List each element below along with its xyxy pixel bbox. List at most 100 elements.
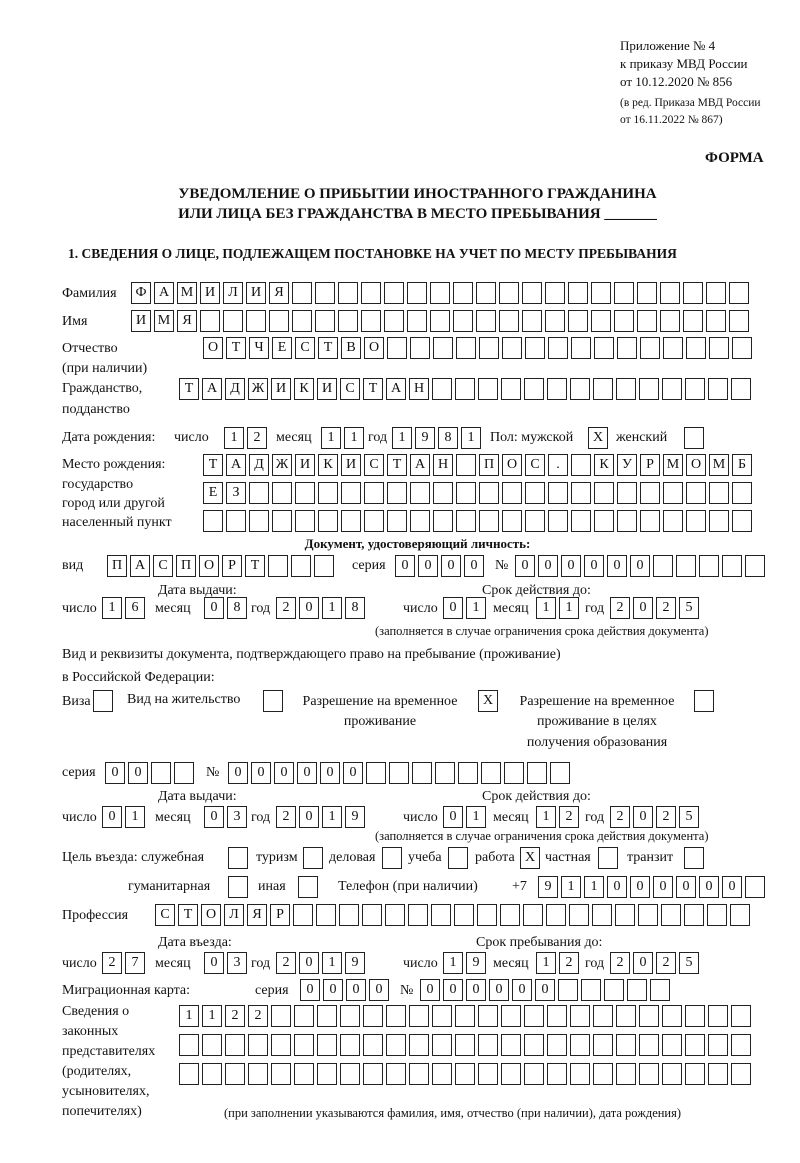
char-cell[interactable] <box>432 1063 452 1085</box>
char-cell[interactable] <box>501 1005 521 1027</box>
char-cell[interactable] <box>615 904 635 926</box>
char-cell[interactable] <box>591 310 611 332</box>
char-cell[interactable]: И <box>200 282 220 304</box>
char-cell[interactable] <box>409 1005 429 1027</box>
char-cell[interactable] <box>525 510 545 532</box>
char-cell[interactable]: 0 <box>538 555 558 577</box>
char-cell[interactable] <box>571 510 591 532</box>
char-cell[interactable] <box>315 310 335 332</box>
purpose-private-checkbox[interactable] <box>598 847 621 869</box>
char-cell[interactable] <box>453 310 473 332</box>
char-cell[interactable] <box>570 1063 590 1085</box>
char-cell[interactable] <box>363 1034 383 1056</box>
char-cell[interactable] <box>453 282 473 304</box>
char-cell[interactable] <box>501 1063 521 1085</box>
char-cell[interactable] <box>387 510 407 532</box>
char-cell[interactable] <box>699 555 719 577</box>
char-cell[interactable]: Я <box>269 282 289 304</box>
char-cell[interactable] <box>547 378 567 400</box>
char-cell[interactable]: 0 <box>299 952 319 974</box>
char-cell[interactable] <box>524 1063 544 1085</box>
char-cell[interactable] <box>93 690 113 712</box>
char-cell[interactable]: 6 <box>125 597 145 619</box>
char-cell[interactable]: 1 <box>536 597 556 619</box>
char-cell[interactable] <box>661 904 681 926</box>
char-cell[interactable]: 9 <box>345 952 365 974</box>
char-cell[interactable] <box>525 482 545 504</box>
char-cell[interactable] <box>432 1005 452 1027</box>
char-cell[interactable]: М <box>177 282 197 304</box>
char-cell[interactable] <box>410 510 430 532</box>
char-cell[interactable]: 1 <box>322 597 342 619</box>
char-cell[interactable] <box>366 762 386 784</box>
char-cell[interactable] <box>291 555 311 577</box>
char-cell[interactable]: 9 <box>415 427 435 449</box>
char-cell[interactable]: 1 <box>584 876 604 898</box>
char-cell[interactable]: Ч <box>249 337 269 359</box>
char-cell[interactable] <box>387 482 407 504</box>
char-cell[interactable] <box>604 979 624 1001</box>
char-cell[interactable] <box>525 337 545 359</box>
char-cell[interactable] <box>640 337 660 359</box>
char-cell[interactable]: С <box>295 337 315 359</box>
char-cell[interactable] <box>639 378 659 400</box>
char-cell[interactable] <box>709 510 729 532</box>
char-cell[interactable]: 1 <box>466 597 486 619</box>
char-cell[interactable] <box>478 1063 498 1085</box>
char-cell[interactable] <box>500 904 520 926</box>
char-cell[interactable] <box>298 876 318 898</box>
char-cell[interactable]: С <box>525 454 545 476</box>
char-cell[interactable] <box>684 427 704 449</box>
char-cell[interactable]: 0 <box>699 876 719 898</box>
char-cell[interactable]: X <box>478 690 498 712</box>
char-cell[interactable]: Т <box>363 378 383 400</box>
char-cell[interactable]: 0 <box>512 979 532 1001</box>
char-cell[interactable] <box>363 1063 383 1085</box>
char-cell[interactable] <box>501 378 521 400</box>
char-cell[interactable] <box>456 337 476 359</box>
char-cell[interactable] <box>455 1005 475 1027</box>
char-cell[interactable] <box>593 378 613 400</box>
char-cell[interactable]: 8 <box>345 597 365 619</box>
char-cell[interactable] <box>272 510 292 532</box>
purpose-other-checkbox[interactable] <box>298 876 321 898</box>
char-cell[interactable] <box>729 282 749 304</box>
char-cell[interactable]: 2 <box>276 597 296 619</box>
char-cell[interactable] <box>683 282 703 304</box>
char-cell[interactable] <box>179 1034 199 1056</box>
char-cell[interactable]: 1 <box>392 427 412 449</box>
char-cell[interactable]: Е <box>203 482 223 504</box>
char-cell[interactable]: Ж <box>272 454 292 476</box>
char-cell[interactable] <box>202 1063 222 1085</box>
char-cell[interactable]: 0 <box>395 555 415 577</box>
char-cell[interactable] <box>479 510 499 532</box>
char-cell[interactable] <box>478 378 498 400</box>
char-cell[interactable]: 0 <box>299 597 319 619</box>
char-cell[interactable] <box>663 510 683 532</box>
char-cell[interactable]: Н <box>433 454 453 476</box>
char-cell[interactable] <box>477 904 497 926</box>
char-cell[interactable] <box>338 282 358 304</box>
char-cell[interactable]: 5 <box>679 597 699 619</box>
char-cell[interactable]: 0 <box>228 762 248 784</box>
char-cell[interactable]: О <box>364 337 384 359</box>
char-cell[interactable]: 2 <box>276 952 296 974</box>
char-cell[interactable] <box>686 337 706 359</box>
char-cell[interactable] <box>225 1063 245 1085</box>
char-cell[interactable]: 0 <box>466 979 486 1001</box>
char-cell[interactable] <box>272 482 292 504</box>
char-cell[interactable] <box>614 310 634 332</box>
char-cell[interactable] <box>685 1005 705 1027</box>
char-cell[interactable] <box>650 979 670 1001</box>
char-cell[interactable]: 0 <box>443 806 463 828</box>
char-cell[interactable] <box>407 310 427 332</box>
purpose-study-checkbox[interactable] <box>448 847 471 869</box>
